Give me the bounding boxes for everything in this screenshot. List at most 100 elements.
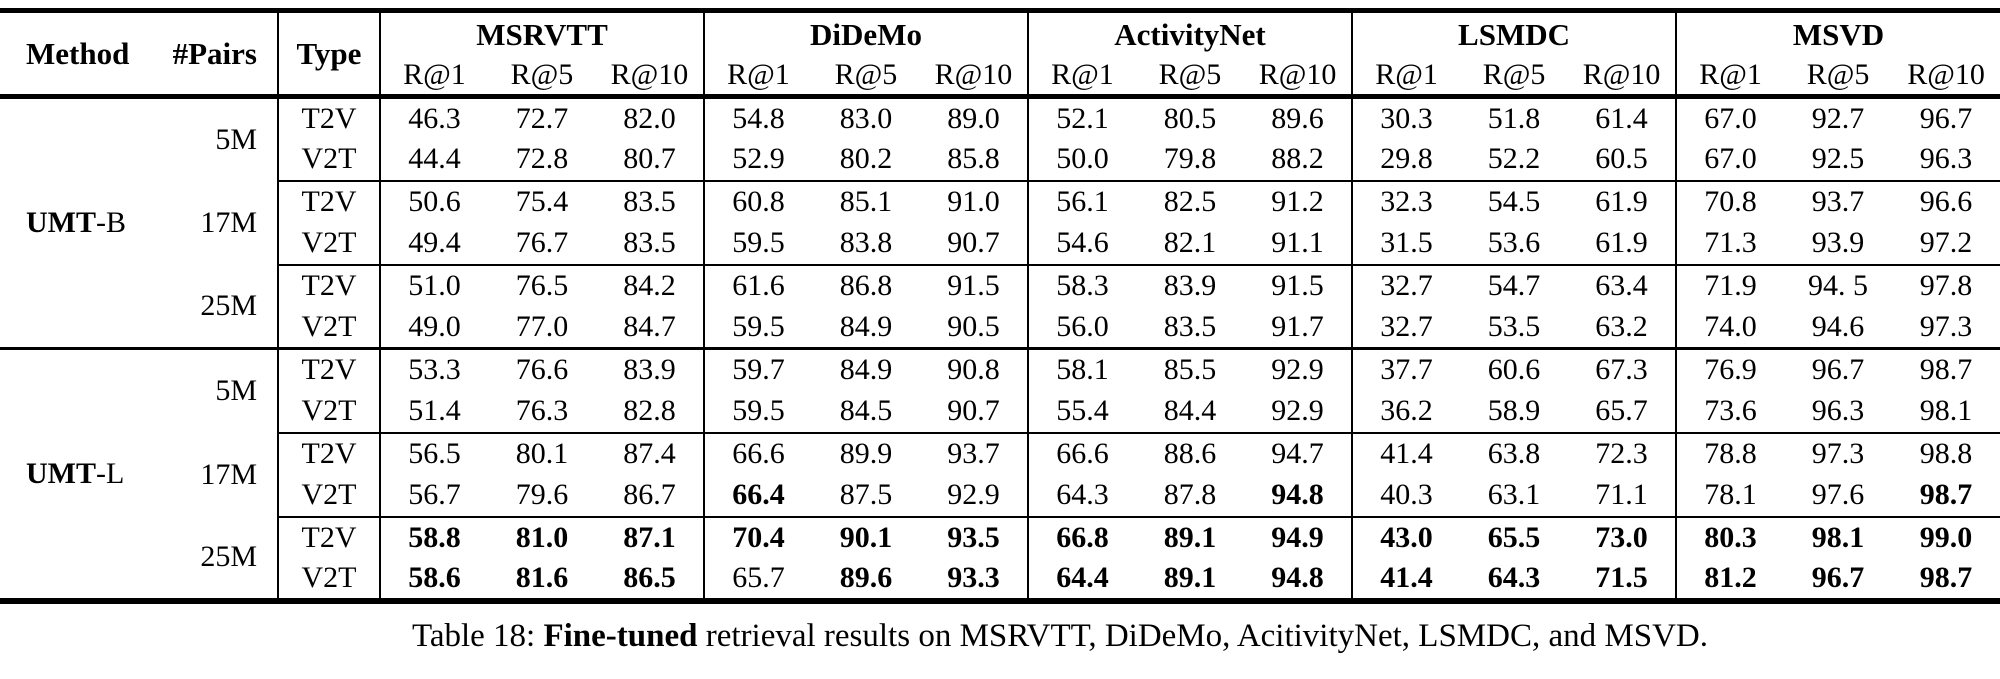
data-cell: 97.3 (1919, 309, 1973, 343)
data-cell: 92.9 (947, 478, 1000, 511)
data-cell: 72.7 (515, 101, 569, 135)
data-cell: 84.5 (839, 394, 893, 427)
data-cell: 67.0 (1675, 96, 1785, 139)
data-cell: 60.5 (1595, 142, 1648, 175)
data-cell: 66.8 (1027, 515, 1136, 559)
data-cell: 51.0 (379, 263, 488, 307)
data-cell: 94.8 (1271, 561, 1324, 594)
data-cell: 76.6 (488, 347, 596, 391)
data-cell: 84.7 (623, 309, 676, 343)
data-cell: 65.7 (703, 558, 812, 601)
metric-header: R@5 (1460, 56, 1569, 99)
data-cell: 52.2 (1487, 142, 1541, 175)
data-cell: 98.7 (1919, 561, 1973, 594)
data-cell: 83.9 (1136, 263, 1244, 307)
data-cell: 84.4 (1163, 394, 1217, 427)
data-cell: 76.9 (1675, 347, 1785, 391)
data-cell: 92.5 (1811, 142, 1865, 175)
data-cell: 53.5 (1487, 309, 1541, 343)
data-cell: 90.5 (947, 309, 1000, 343)
data-cell: 49.4 (379, 222, 488, 265)
data-cell: 87.1 (596, 515, 704, 559)
metric-header: R@1 (703, 56, 812, 99)
data-cell: 81.2 (1675, 558, 1785, 601)
data-cell: 59.5 (703, 222, 812, 265)
data-cell: 84.9 (839, 309, 893, 343)
data-cell: 51.8 (1487, 101, 1541, 135)
data-cell: 96.3 (1919, 142, 1973, 175)
header-method: Method (0, 10, 156, 99)
data-cell: 56.7 (379, 474, 488, 517)
type-cell: V2T (277, 222, 380, 265)
data-cell: 81.0 (488, 515, 596, 559)
data-cell: 92.7 (1811, 101, 1865, 135)
data-cell: 90.7 (947, 226, 1000, 259)
data-cell: 75.4 (488, 179, 596, 223)
data-cell: 76.5 (488, 263, 596, 307)
table-row: 17M T2V 56.5 80.1 87.4 66.6 89.9 93.7 66.6 88.6 94… (0, 431, 2000, 491)
data-cell: 40.3 (1351, 474, 1461, 517)
type-cell: T2V (277, 96, 380, 139)
method-cell: UMT-L (0, 347, 156, 601)
data-cell: 61.9 (1568, 179, 1677, 223)
data-cell: 53.6 (1487, 226, 1541, 259)
type-cell: V2T (277, 558, 380, 601)
data-cell: 32.3 (1351, 179, 1461, 223)
data-cell: 83.5 (623, 226, 676, 259)
data-cell: 44.4 (379, 138, 488, 181)
data-cell: 56.5 (379, 431, 488, 475)
data-cell: 36.2 (1351, 390, 1461, 433)
data-cell: 67.3 (1568, 347, 1677, 391)
data-cell: 91.1 (1271, 226, 1324, 259)
data-cell: 58.9 (1487, 394, 1541, 427)
caption-bold-text: Fine-tuned (543, 617, 698, 654)
data-cell: 89.0 (947, 101, 1000, 135)
data-cell: 73.6 (1675, 390, 1785, 433)
data-cell: 61.4 (1595, 101, 1648, 135)
data-cell: 66.6 (703, 431, 812, 475)
data-cell: 98.1 (1919, 394, 1973, 427)
data-cell: 80.1 (488, 431, 596, 475)
data-cell: 53.3 (379, 347, 488, 391)
data-cell: 82.5 (1136, 179, 1244, 223)
data-cell: 85.5 (1136, 347, 1244, 391)
data-cell: 58.1 (1027, 347, 1136, 391)
data-cell: 91.5 (1244, 263, 1353, 307)
data-cell: 92.9 (1244, 347, 1353, 391)
data-cell: 93.3 (947, 561, 1000, 594)
data-cell: 32.7 (1351, 306, 1461, 349)
data-cell: 94.8 (1271, 478, 1324, 511)
caption-suffix: retrieval results on MSRVTT, DiDeMo, Aci… (697, 617, 1708, 654)
data-cell: 77.0 (515, 309, 569, 343)
metric-header: R@1 (1027, 56, 1136, 99)
data-cell: 98.1 (1784, 515, 1893, 559)
data-cell: 60.8 (703, 179, 812, 223)
data-cell: 83.8 (839, 226, 893, 259)
data-cell: 52.1 (1027, 96, 1136, 139)
data-cell: 51.4 (379, 390, 488, 433)
data-cell: 37.7 (1351, 347, 1461, 391)
header-pairs: #Pairs (156, 10, 278, 99)
data-cell: 59.7 (703, 347, 812, 391)
pairs-cell: 5M (156, 347, 278, 433)
data-cell: 97.3 (1784, 431, 1893, 475)
data-cell: 43.0 (1351, 515, 1461, 559)
data-cell: 71.1 (1595, 478, 1648, 511)
pairs-cell: 17M (200, 457, 257, 491)
data-cell: 56.1 (1027, 179, 1136, 223)
data-cell: 98.7 (1892, 347, 2000, 391)
group-header-didemo: DiDeMo (703, 10, 1028, 57)
data-cell: 93.7 (1784, 179, 1893, 223)
data-cell: 70.8 (1675, 179, 1785, 223)
data-cell: 61.9 (1595, 226, 1648, 259)
data-cell: 86.5 (623, 561, 676, 594)
data-cell: 86.8 (812, 263, 920, 307)
data-cell: 90.8 (920, 347, 1028, 391)
data-cell: 99.0 (1892, 515, 2000, 559)
data-cell: 98.8 (1892, 431, 2000, 475)
metric-header: R@10 (596, 56, 704, 99)
type-cell: V2T (277, 138, 380, 181)
data-cell: 52.9 (703, 138, 812, 181)
data-cell: 82.1 (1163, 226, 1217, 259)
data-cell: 89.6 (1271, 101, 1324, 135)
